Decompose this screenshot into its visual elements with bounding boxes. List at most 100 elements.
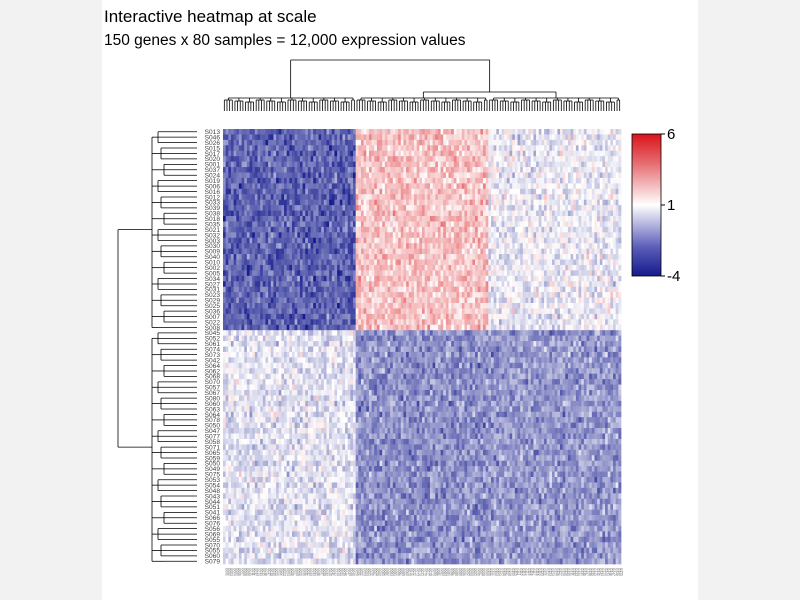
heatmap-cell[interactable] xyxy=(249,308,253,315)
heatmap-cell[interactable] xyxy=(350,281,354,288)
heatmap-cell[interactable] xyxy=(366,248,370,255)
heatmap-cell[interactable] xyxy=(379,172,383,179)
heatmap-cell[interactable] xyxy=(257,188,261,195)
heatmap-cell[interactable] xyxy=(331,177,335,184)
heatmap-cell[interactable] xyxy=(281,243,285,249)
heatmap-cell[interactable] xyxy=(586,199,590,206)
heatmap-cell[interactable] xyxy=(392,194,396,201)
heatmap-cell[interactable] xyxy=(427,264,431,271)
heatmap-cell[interactable] xyxy=(549,161,553,168)
heatmap-cell[interactable] xyxy=(549,254,553,260)
heatmap-cell[interactable] xyxy=(254,232,258,239)
heatmap-cell[interactable] xyxy=(310,156,314,162)
heatmap-cell[interactable] xyxy=(395,264,399,271)
heatmap-cell[interactable] xyxy=(538,264,542,271)
heatmap-cell[interactable] xyxy=(411,134,415,141)
heatmap-cell[interactable] xyxy=(504,161,508,168)
heatmap-cell[interactable] xyxy=(318,210,322,217)
heatmap-cell[interactable] xyxy=(469,199,473,206)
heatmap-cell[interactable] xyxy=(345,275,349,282)
heatmap-cell[interactable] xyxy=(567,275,571,282)
heatmap-cell[interactable] xyxy=(514,297,518,304)
heatmap-cell[interactable] xyxy=(262,205,266,211)
heatmap-cell[interactable] xyxy=(618,199,622,206)
heatmap-cell[interactable] xyxy=(541,183,545,190)
heatmap-cell[interactable] xyxy=(278,210,282,217)
heatmap-cell[interactable] xyxy=(246,205,250,211)
heatmap-cell[interactable] xyxy=(583,275,587,282)
heatmap-cell[interactable] xyxy=(456,167,460,173)
heatmap-cell[interactable] xyxy=(323,275,327,282)
heatmap-cell[interactable] xyxy=(273,177,277,184)
heatmap-cell[interactable] xyxy=(326,281,330,288)
heatmap-cell[interactable] xyxy=(544,194,548,201)
heatmap-cell[interactable] xyxy=(419,264,423,271)
heatmap-cell[interactable] xyxy=(448,281,452,288)
heatmap-cell[interactable] xyxy=(403,275,407,282)
heatmap-cell[interactable] xyxy=(342,221,346,228)
heatmap-cell[interactable] xyxy=(329,194,333,201)
heatmap-cell[interactable] xyxy=(538,177,542,184)
heatmap-cell[interactable] xyxy=(461,194,465,201)
heatmap-cell[interactable] xyxy=(384,248,388,255)
heatmap-cell[interactable] xyxy=(570,194,574,201)
heatmap-cell[interactable] xyxy=(509,221,513,228)
heatmap-cell[interactable] xyxy=(520,264,524,271)
heatmap-cell[interactable] xyxy=(384,286,388,293)
heatmap-cell[interactable] xyxy=(252,150,256,157)
heatmap-cell[interactable] xyxy=(613,303,617,309)
heatmap-cell[interactable] xyxy=(512,297,516,304)
heatmap-cell[interactable] xyxy=(573,205,577,211)
heatmap-cell[interactable] xyxy=(345,161,349,168)
heatmap-cell[interactable] xyxy=(419,248,423,255)
heatmap-cell[interactable] xyxy=(297,205,301,211)
heatmap-cell[interactable] xyxy=(321,156,325,162)
heatmap-cell[interactable] xyxy=(594,248,598,255)
heatmap-cell[interactable] xyxy=(517,226,521,233)
heatmap-cell[interactable] xyxy=(525,156,529,162)
heatmap-cell[interactable] xyxy=(339,161,343,168)
heatmap-cell[interactable] xyxy=(284,145,288,152)
heatmap-cell[interactable] xyxy=(379,237,383,244)
heatmap-cell[interactable] xyxy=(384,194,388,201)
heatmap-cell[interactable] xyxy=(400,259,404,266)
heatmap-cell[interactable] xyxy=(498,139,502,146)
heatmap-cell[interactable] xyxy=(437,188,441,195)
heatmap-cell[interactable] xyxy=(403,281,407,288)
heatmap-cell[interactable] xyxy=(382,216,386,222)
heatmap-cell[interactable] xyxy=(530,156,534,162)
heatmap-cell[interactable] xyxy=(427,216,431,222)
heatmap-cell[interactable] xyxy=(506,232,510,239)
heatmap-cell[interactable] xyxy=(581,237,585,244)
heatmap-cell[interactable] xyxy=(358,270,362,277)
heatmap-cell[interactable] xyxy=(411,139,415,146)
heatmap-cell[interactable] xyxy=(575,194,579,201)
heatmap-cell[interactable] xyxy=(435,194,439,201)
heatmap-cell[interactable] xyxy=(586,134,590,141)
heatmap-cell[interactable] xyxy=(607,194,611,201)
heatmap-cell[interactable] xyxy=(331,292,335,298)
heatmap-cell[interactable] xyxy=(605,237,609,244)
heatmap-cell[interactable] xyxy=(472,286,476,293)
heatmap-cell[interactable] xyxy=(435,226,439,233)
heatmap-cell[interactable] xyxy=(366,216,370,222)
heatmap-cell[interactable] xyxy=(485,259,489,266)
heatmap-cell[interactable] xyxy=(578,292,582,298)
heatmap-cell[interactable] xyxy=(451,167,455,173)
heatmap-cell[interactable] xyxy=(273,292,277,298)
heatmap-cell[interactable] xyxy=(573,303,577,309)
heatmap-cell[interactable] xyxy=(382,188,386,195)
heatmap-cell[interactable] xyxy=(299,177,303,184)
heatmap-cell[interactable] xyxy=(567,150,571,157)
heatmap-cell[interactable] xyxy=(225,264,229,271)
heatmap-cell[interactable] xyxy=(257,205,261,211)
heatmap-cell[interactable] xyxy=(236,281,240,288)
heatmap-cell[interactable] xyxy=(422,199,425,206)
heatmap-cell[interactable] xyxy=(498,167,502,173)
heatmap-cell[interactable] xyxy=(594,281,598,288)
heatmap-cell[interactable] xyxy=(613,177,617,184)
heatmap-cell[interactable] xyxy=(321,259,325,266)
heatmap-cell[interactable] xyxy=(371,216,375,222)
heatmap-cell[interactable] xyxy=(313,177,317,184)
heatmap-cell[interactable] xyxy=(538,303,542,309)
